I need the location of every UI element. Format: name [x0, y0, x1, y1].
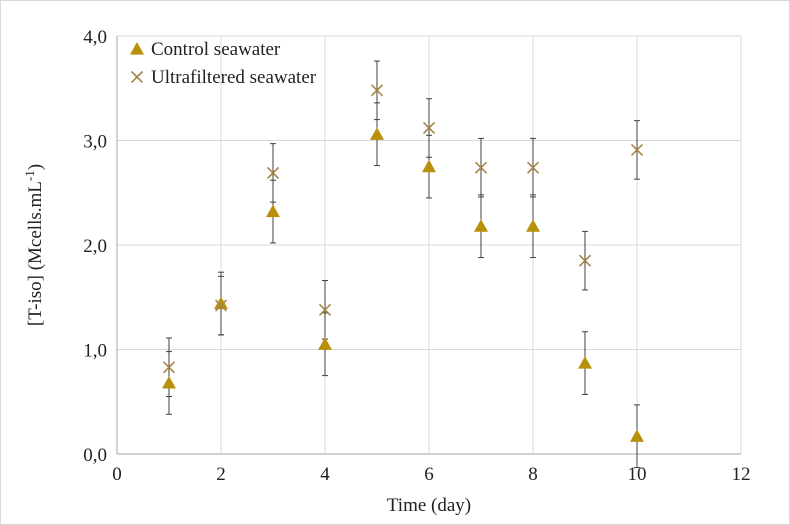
x-marker-stroke — [630, 143, 644, 156]
x-tick-label: 4 — [320, 464, 330, 485]
y-axis-title-superscript: -1 — [22, 170, 37, 181]
y-tick-label: 0,0 — [83, 445, 107, 466]
x-marker-stroke — [578, 254, 592, 267]
x-tick-label: 10 — [628, 464, 647, 485]
triangle-marker — [130, 42, 144, 55]
x-marker-stroke — [266, 166, 280, 179]
x-marker-stroke — [370, 84, 384, 97]
triangle-marker — [474, 219, 488, 232]
x-marker — [214, 299, 228, 312]
triangle-marker — [526, 219, 540, 232]
legend-entry: Ultrafiltered seawater — [130, 67, 317, 88]
x-marker-stroke — [318, 303, 332, 316]
x-marker-stroke — [214, 299, 228, 312]
x-tick-label: 0 — [112, 464, 122, 485]
x-marker-stroke — [526, 161, 540, 174]
legend-entry: Control seawater — [130, 39, 281, 60]
data-markers — [162, 84, 644, 442]
triangle-marker — [214, 296, 228, 310]
triangle-marker — [370, 127, 384, 140]
triangle-marker — [578, 356, 592, 369]
axes: 0 2 4 6 8 10 12 0,0 1,0 2,0 3,0 4,0 — [83, 27, 750, 485]
x-marker — [526, 161, 540, 174]
triangle-marker — [318, 337, 332, 350]
x-marker — [630, 143, 644, 156]
triangle-marker — [266, 204, 280, 218]
x-tick-label: 8 — [528, 464, 538, 485]
triangle-marker — [162, 375, 176, 389]
y-tick-label: 1,0 — [83, 341, 107, 362]
x-marker — [318, 303, 332, 316]
x-tick-label: 2 — [216, 464, 226, 485]
x-marker-stroke — [474, 161, 488, 174]
y-axis-title-end: ) — [25, 164, 46, 170]
error-bars — [166, 60, 640, 469]
x-marker — [422, 121, 436, 135]
x-marker-stroke — [162, 361, 176, 374]
x-tick-label: 12 — [732, 464, 751, 485]
x-marker — [162, 361, 176, 374]
y-axis-title: [T-iso] (Mcells.mL-1) — [22, 164, 47, 326]
x-marker-stroke — [422, 121, 436, 135]
y-tick-label: 2,0 — [83, 236, 107, 257]
y-tick-label: 4,0 — [83, 27, 107, 48]
y-tick-label: 3,0 — [83, 132, 107, 153]
y-axis-title-main: [T-iso] (Mcells.mL — [25, 181, 46, 326]
triangle-marker — [630, 429, 644, 442]
x-marker — [370, 84, 384, 97]
x-tick-label: 6 — [424, 464, 434, 485]
triangle-marker — [422, 159, 436, 173]
legend-label: Ultrafiltered seawater — [151, 67, 317, 88]
legend: Control seawater Ultrafiltered seawater — [130, 39, 317, 88]
x-marker-stroke — [130, 70, 144, 84]
x-marker — [266, 166, 280, 179]
x-marker — [578, 254, 592, 267]
legend-label: Control seawater — [151, 39, 281, 60]
x-axis-title: Time (day) — [387, 495, 471, 516]
x-marker — [130, 70, 144, 84]
x-marker — [474, 161, 488, 174]
